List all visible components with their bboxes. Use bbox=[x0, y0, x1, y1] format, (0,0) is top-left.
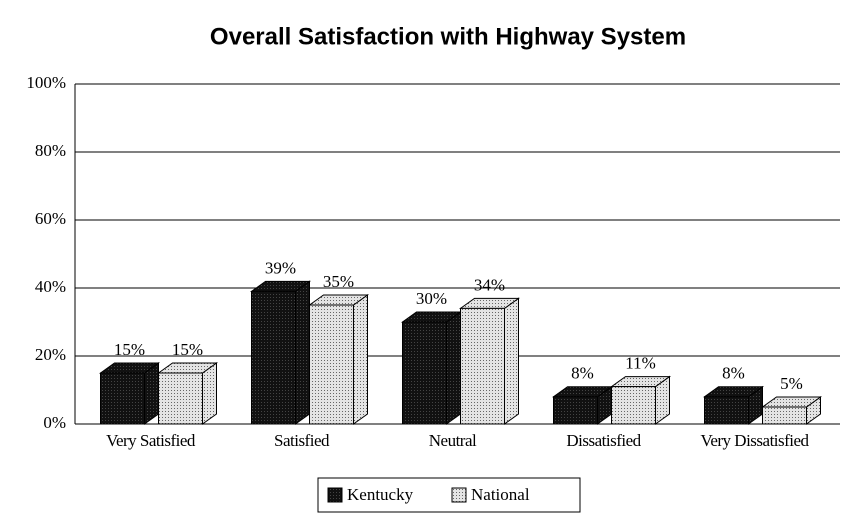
legend-swatch bbox=[451, 487, 467, 503]
y-tick-label: 20% bbox=[35, 345, 66, 364]
bar bbox=[611, 386, 656, 425]
value-label: 15% bbox=[172, 340, 203, 359]
bar bbox=[309, 304, 354, 425]
bar bbox=[762, 406, 807, 425]
bar-side bbox=[353, 294, 368, 425]
legend-swatch bbox=[327, 487, 343, 503]
bar bbox=[460, 307, 505, 425]
x-tick-label: Very Dissatisfied bbox=[700, 431, 809, 450]
value-label: 34% bbox=[474, 275, 505, 294]
value-label: 11% bbox=[625, 354, 656, 373]
value-label: 5% bbox=[780, 374, 803, 393]
value-label: 35% bbox=[323, 272, 354, 291]
legend-label: Kentucky bbox=[347, 485, 414, 504]
y-tick-label: 100% bbox=[26, 73, 66, 92]
bar-side bbox=[144, 362, 159, 425]
value-label: 8% bbox=[571, 364, 594, 383]
value-label: 39% bbox=[265, 258, 296, 277]
legend-label: National bbox=[471, 485, 530, 504]
bar bbox=[402, 321, 447, 425]
x-tick-label: Neutral bbox=[429, 431, 477, 450]
legend-box bbox=[317, 477, 581, 513]
bar bbox=[553, 396, 598, 425]
bar-side bbox=[295, 280, 310, 425]
value-label: 15% bbox=[114, 340, 145, 359]
bar bbox=[100, 372, 145, 425]
x-tick-label: Satisfied bbox=[274, 431, 330, 450]
bar-side bbox=[446, 311, 461, 425]
value-label: 8% bbox=[722, 364, 745, 383]
value-label: 30% bbox=[416, 289, 447, 308]
bar bbox=[704, 396, 749, 425]
bar bbox=[158, 372, 203, 425]
y-tick-label: 80% bbox=[35, 141, 66, 160]
x-tick-label: Very Satisfied bbox=[106, 431, 196, 450]
bar-side bbox=[202, 362, 217, 425]
chart-title: Overall Satisfaction with Highway System bbox=[210, 23, 686, 50]
bar-side bbox=[504, 297, 519, 425]
y-tick-label: 40% bbox=[35, 277, 66, 296]
x-tick-label: Dissatisfied bbox=[566, 431, 641, 450]
y-tick-label: 60% bbox=[35, 209, 66, 228]
bar bbox=[251, 290, 296, 425]
y-tick-label: 0% bbox=[43, 413, 66, 432]
